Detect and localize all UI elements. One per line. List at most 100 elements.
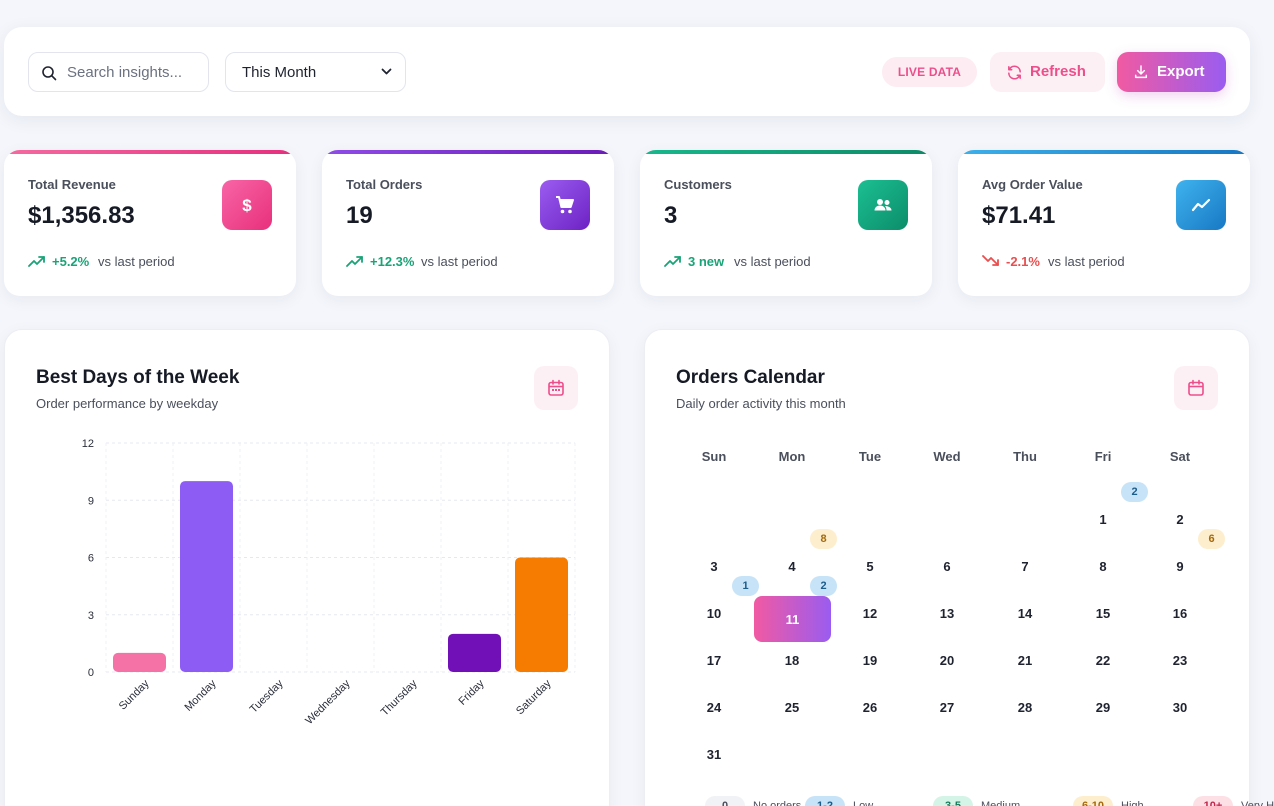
calendar-day[interactable]: 5 <box>866 559 874 574</box>
legend-item: 0 No orders <box>705 796 801 806</box>
stat-card-avg-order: Avg Order Value $71.41 -2.1% vs last per… <box>958 150 1250 296</box>
calendar-day[interactable]: 16 <box>1172 606 1188 621</box>
stat-value: 19 <box>346 202 373 229</box>
calendar-day[interactable]: 2 <box>1176 512 1184 527</box>
calendar-day[interactable]: 13 <box>939 606 955 621</box>
calendar-day[interactable]: 23 <box>1172 653 1188 668</box>
export-button[interactable]: Export <box>1117 52 1226 92</box>
x-tick-label: Wednesday <box>303 677 353 727</box>
calendar-day-today[interactable] <box>754 596 831 642</box>
x-tick-label: Monday <box>182 677 219 714</box>
calendar-icon <box>548 379 564 396</box>
calendar-day[interactable]: 27 <box>939 700 955 715</box>
calendar-icon-button[interactable] <box>1174 366 1218 410</box>
stat-label: Customers <box>664 177 732 192</box>
calendar-day[interactable]: 9 <box>1176 559 1184 574</box>
card-accent-bar <box>958 150 1250 154</box>
calendar-day[interactable]: 14 <box>1017 606 1033 621</box>
legend-swatch: 1-2 <box>805 796 845 806</box>
card-accent-bar <box>322 150 614 154</box>
calendar-day[interactable]: 1 <box>1099 512 1107 527</box>
weekday-header: Sun <box>701 449 727 464</box>
calendar-day[interactable]: 3 <box>710 559 718 574</box>
calendar-day[interactable]: 24 <box>706 700 722 715</box>
y-tick-label: 12 <box>82 438 94 450</box>
bar-friday <box>448 633 501 672</box>
stat-change: 3 new <box>688 254 725 269</box>
svg-text:$: $ <box>242 196 252 215</box>
download-icon <box>1134 65 1148 79</box>
refresh-button[interactable]: Refresh <box>990 52 1105 92</box>
bar-monday <box>180 481 233 672</box>
stat-card-orders: Total Orders 19 +12.3% vs last period <box>322 150 614 296</box>
legend-swatch: 3-5 <box>933 796 973 806</box>
calendar-day[interactable]: 17 <box>706 653 722 668</box>
panel-subtitle: Order performance by weekday <box>36 396 219 411</box>
weekday-header: Wed <box>933 449 961 464</box>
legend-label: Low <box>853 799 874 806</box>
shopping-cart-icon <box>556 196 574 214</box>
stat-comparison: vs last period <box>421 254 498 269</box>
panel-title: Best Days of the Week <box>36 367 240 388</box>
calendar-day[interactable]: 10 <box>706 606 722 621</box>
weekday-bar-chart: 0 3 6 9 12 Sunday Monday Tuesday Wednesday Thursd… <box>82 438 576 727</box>
order-count-badge: 6 <box>1198 529 1225 549</box>
calendar-day[interactable]: 12 <box>862 606 878 621</box>
card-accent-bar <box>4 150 296 154</box>
calendar-day[interactable]: 20 <box>939 653 955 668</box>
dollar-icon: $ <box>242 196 252 215</box>
calendar-day[interactable]: 6 <box>943 559 951 574</box>
orders-calendar-panel: Orders Calendar Daily order activity thi… <box>644 329 1274 806</box>
weekday-header: Fri <box>1094 449 1112 464</box>
calendar-day[interactable]: 4 <box>788 559 796 574</box>
calendar-day[interactable]: 25 <box>784 700 800 715</box>
calendar-icon <box>1188 379 1204 396</box>
panel-title: Orders Calendar <box>676 367 825 388</box>
trend-down-icon <box>982 255 999 266</box>
calendar-day[interactable]: 22 <box>1095 653 1111 668</box>
calendar-day[interactable]: 29 <box>1095 700 1111 715</box>
legend-label: Medium <box>981 799 1021 806</box>
x-tick-label: Friday <box>457 677 487 707</box>
legend-swatch: 10+ <box>1193 796 1233 806</box>
calendar-day[interactable]: 26 <box>862 700 878 715</box>
weekday-panel: Best Days of the Week Order performance … <box>4 329 610 806</box>
x-tick-label: Tuesday <box>248 677 286 715</box>
y-tick-label: 6 <box>88 553 94 565</box>
legend-label: High <box>1121 799 1144 806</box>
search-box[interactable] <box>28 52 209 92</box>
x-tick-label: Thursday <box>379 677 420 718</box>
calendar-day[interactable]: 31 <box>706 747 722 762</box>
weekday-header: Sat <box>1169 449 1191 464</box>
calendar-day[interactable]: 19 <box>862 653 878 668</box>
search-input[interactable] <box>67 61 201 83</box>
calendar-day[interactable]: 21 <box>1017 653 1033 668</box>
calendar-icon-button[interactable] <box>534 366 578 410</box>
card-accent-bar <box>640 150 932 154</box>
x-tick-label: Saturday <box>514 677 554 717</box>
calendar-day[interactable]: 30 <box>1172 700 1188 715</box>
stat-change: +12.3% <box>370 254 415 269</box>
legend-label: Very High <box>1241 799 1274 806</box>
stat-comparison: vs last period <box>98 254 175 269</box>
stat-change: +5.2% <box>52 254 90 269</box>
order-count-badge: 2 <box>810 576 837 596</box>
period-select[interactable]: This Month <box>225 52 406 92</box>
stat-comparison: vs last period <box>1048 254 1125 269</box>
trend-up-icon <box>28 256 45 267</box>
stat-value: $1,356.83 <box>28 202 135 229</box>
users-icon <box>874 199 892 211</box>
stat-icon-badge <box>540 180 590 230</box>
refresh-icon <box>1008 65 1021 80</box>
calendar-day[interactable]: 15 <box>1095 606 1111 621</box>
search-icon <box>42 66 57 81</box>
calendar-day[interactable]: 18 <box>784 653 800 668</box>
weekday-header: Thu <box>1013 449 1037 464</box>
calendar-day[interactable]: 28 <box>1017 700 1033 715</box>
calendar-day[interactable]: 7 <box>1021 559 1029 574</box>
panel-subtitle: Daily order activity this month <box>676 396 846 411</box>
stat-label: Total Orders <box>346 177 423 192</box>
calendar-day[interactable]: 8 <box>1099 559 1107 574</box>
refresh-button-label: Refresh <box>1030 63 1086 80</box>
x-tick-label: Sunday <box>117 677 152 712</box>
